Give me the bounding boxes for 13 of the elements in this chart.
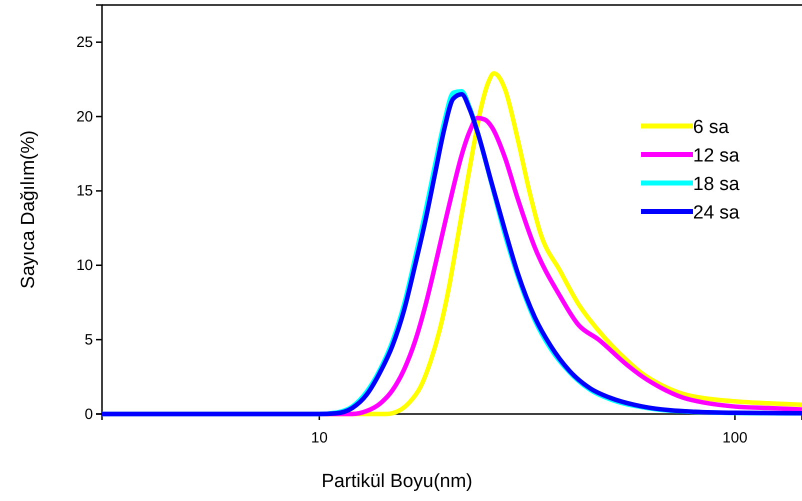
legend-label: 18 sa — [693, 174, 740, 195]
y-tick-label: 5 — [84, 331, 93, 348]
legend-label: 6 sa — [693, 117, 730, 138]
y-tick-label: 0 — [84, 406, 93, 423]
y-axis-title: Sayıca Dağılım(%) — [18, 130, 39, 289]
y-tick-label: 20 — [76, 108, 93, 126]
x-tick-label: 100 — [722, 430, 748, 446]
x-axis-title: Partikül Boyu(nm) — [322, 471, 472, 492]
y-tick-label: 25 — [76, 34, 93, 51]
legend-label: 24 sa — [693, 202, 740, 224]
legend-label: 12 sa — [693, 146, 740, 166]
y-tick-label: 10 — [76, 257, 93, 274]
y-tick-label: 15 — [76, 182, 93, 200]
